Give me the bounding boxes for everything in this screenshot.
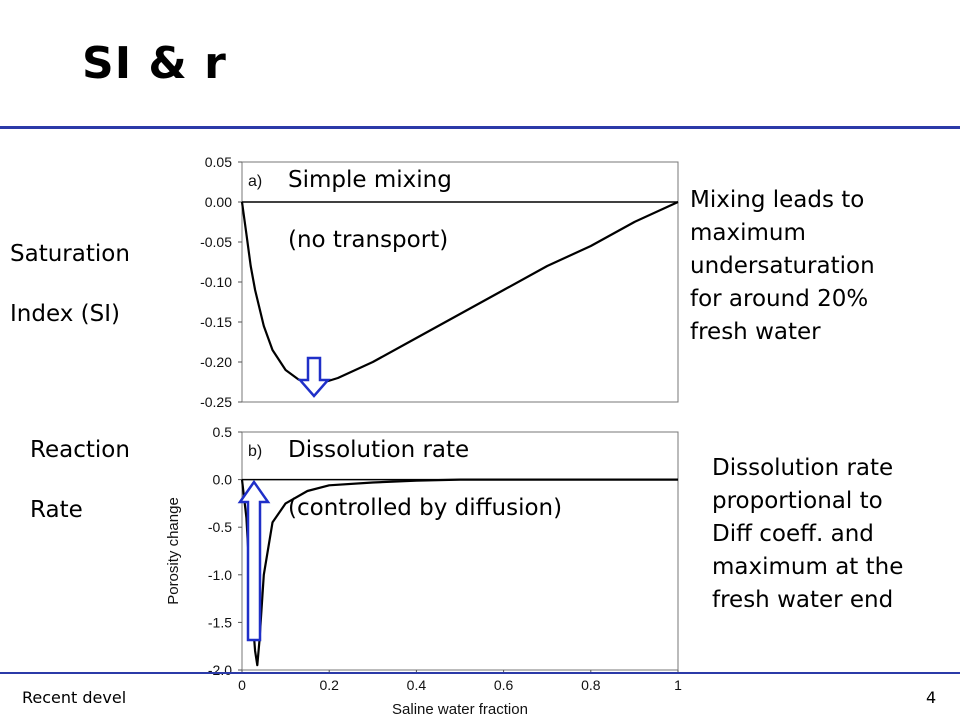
top-divider — [0, 126, 960, 129]
page-number: 4 — [926, 688, 937, 707]
note-top-line: for around 20% — [690, 286, 869, 312]
y-tick-label: -0.10 — [200, 274, 232, 290]
note-bottom-line: proportional to — [712, 488, 883, 514]
down-arrow-icon — [297, 356, 331, 398]
y-tick-label: -0.5 — [208, 519, 232, 535]
note-top-line: Mixing leads to — [690, 187, 865, 213]
y-tick-label: -0.20 — [200, 354, 232, 370]
y-tick-label: -0.15 — [200, 314, 232, 330]
panel-label: b) — [248, 443, 262, 460]
note-bottom-line: maximum at the — [712, 554, 904, 580]
y-tick-label: -1.5 — [208, 614, 232, 630]
note-top-line: fresh water — [690, 319, 821, 345]
y-tick-label: 0.0 — [213, 472, 233, 488]
plot-frame-b — [241, 431, 679, 671]
y-tick-label: 0.00 — [205, 194, 232, 210]
top-plot-caption-line2: (no transport) — [288, 227, 449, 253]
up-arrow-icon — [237, 479, 271, 642]
slide-title: SI & r — [82, 38, 227, 89]
x-tick-label: 0.2 — [319, 677, 339, 693]
note-top: Mixing leads to maximum undersaturation … — [690, 184, 875, 349]
figure-panel: 0.05 0.00 -0.05 -0.10 -0.15 -0.20 -0.25 a) 0.5 0.… — [140, 144, 700, 720]
note-bottom-line: fresh water end — [712, 587, 894, 613]
note-top-line: maximum — [690, 220, 806, 246]
dual-chart-svg: 0.050.00-0.05-0.10-0.15-0.20-0.25a)0.50.… — [165, 154, 682, 718]
x-tick-label: 0.4 — [407, 677, 427, 693]
rate-label-line2: Rate — [30, 497, 83, 523]
x-tick-label: 0.6 — [494, 677, 514, 693]
y-tick-label: -1.0 — [208, 567, 232, 583]
x-tick-label: 0.8 — [581, 677, 601, 693]
bottom-divider — [0, 672, 960, 674]
si-label-line2: Index (SI) — [10, 301, 120, 327]
note-bottom: Dissolution rate proportional to Diff co… — [712, 452, 903, 617]
y-tick-label: -2.0 — [208, 662, 232, 678]
bottom-plot-caption-line2: (controlled by diffusion) — [288, 495, 563, 521]
note-top-line: undersaturation — [690, 253, 875, 279]
x-tick-label: 1 — [674, 677, 682, 693]
si-label-line1: Saturation — [10, 241, 130, 267]
bottom-plot-caption-line1: Dissolution rate — [288, 437, 470, 463]
note-bottom-line: Diff coeff. and — [712, 521, 874, 547]
panel-label: a) — [248, 173, 262, 190]
x-axis-title: Saline water fraction — [392, 701, 528, 718]
footer-text: Recent devel — [22, 688, 127, 707]
y-axis-title: Porosity change — [165, 497, 182, 605]
y-tick-label: 0.05 — [205, 154, 232, 170]
top-plot-caption-line1: Simple mixing — [288, 167, 452, 193]
y-tick-label: -0.25 — [200, 394, 232, 410]
rate-label-line1: Reaction — [30, 437, 130, 463]
y-tick-label: 0.5 — [213, 424, 233, 440]
y-tick-label: -0.05 — [200, 234, 232, 250]
note-bottom-line: Dissolution rate — [712, 455, 894, 481]
x-tick-label: 0 — [238, 677, 246, 693]
